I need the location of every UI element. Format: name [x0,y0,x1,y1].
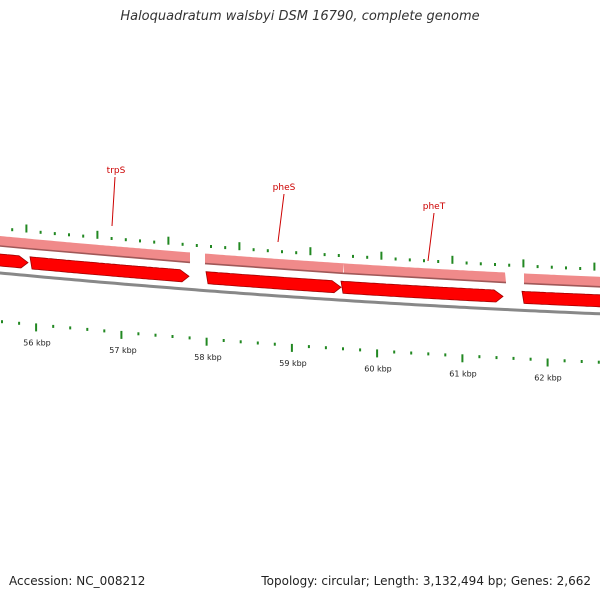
gene-block-edge-1 [27,247,191,264]
scale-labels: 56 kbp 57 kbp 58 kbp 59 kbp 60 kbp 61 kbp 62 k… [23,339,562,383]
gene-labels: trpS pheS pheT [107,166,446,262]
scale-label: 61 kbp [449,369,477,378]
gene-block-1 [28,238,190,263]
gene-leader-pheS [277,193,285,243]
cds-arrow-4 [521,290,600,308]
gene-block-2 [205,253,343,274]
cds-arrow-0 [0,253,29,269]
gene-leader-pheT [427,212,435,262]
cds-track-inner [0,253,600,308]
topology-summary: Topology: circular; Length: 3,132,494 bp… [261,574,591,588]
gene-block-edge-2 [204,262,344,275]
cds-arrow-3 [340,280,504,303]
gene-block-edge-4 [523,282,600,288]
gene-label-trpS: trpS [107,166,126,176]
scale-label: 62 kbp [534,374,562,383]
gene-block-edge-3 [342,272,507,284]
genome-backbone [0,271,600,316]
gene-label-pheT: pheT [423,202,446,212]
scale-label: 58 kbp [194,353,222,362]
scale-label: 60 kbp [364,365,392,374]
gene-track-outer [0,236,600,288]
scale-label: 59 kbp [279,359,307,368]
scale-label: 56 kbp [23,339,51,348]
cds-arrow-2 [205,271,342,294]
inner-tick-marks [1,320,600,367]
outer-tick-marks [11,224,596,271]
gene-block-0 [0,236,28,249]
gene-leader-trpS [111,176,116,227]
gene-label-pheS: pheS [273,183,296,193]
scale-label: 57 kbp [109,346,137,355]
map-title: Haloquadratum walsbyi DSM 16790, complet… [120,9,480,24]
cds-arrow-1 [29,256,190,283]
accession-label: Accession: NC_008212 [9,574,146,588]
gene-block-edge-0 [0,245,29,250]
gene-block-3 [343,263,506,283]
